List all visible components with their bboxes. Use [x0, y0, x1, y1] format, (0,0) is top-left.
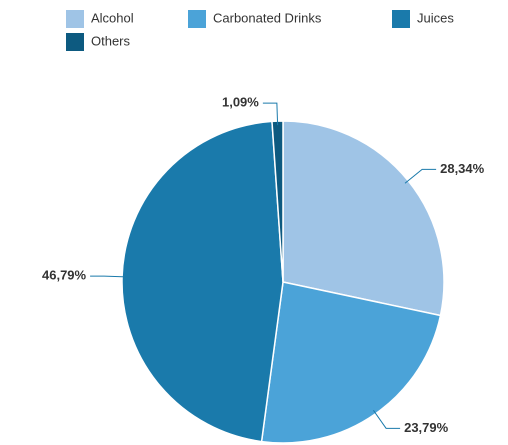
leader-line: [404, 168, 437, 184]
value-label: 23,79%: [404, 420, 449, 435]
legend-swatch: [66, 33, 84, 51]
leader-line: [90, 275, 127, 278]
value-label: 1,09%: [222, 95, 259, 110]
legend-label: Others: [91, 33, 131, 48]
value-label: 28,34%: [440, 161, 485, 176]
pie-slice: [121, 120, 284, 443]
legend-swatch: [188, 10, 206, 28]
leader-line: [373, 410, 401, 429]
leader-line: [262, 102, 279, 126]
legend-label: Juices: [417, 10, 454, 25]
legend-label: Carbonated Drinks: [213, 10, 322, 25]
value-label: 46,79%: [42, 268, 87, 283]
pie-slice: [282, 120, 445, 317]
legend-swatch: [392, 10, 410, 28]
legend-label: Alcohol: [91, 10, 134, 25]
legend-swatch: [66, 10, 84, 28]
